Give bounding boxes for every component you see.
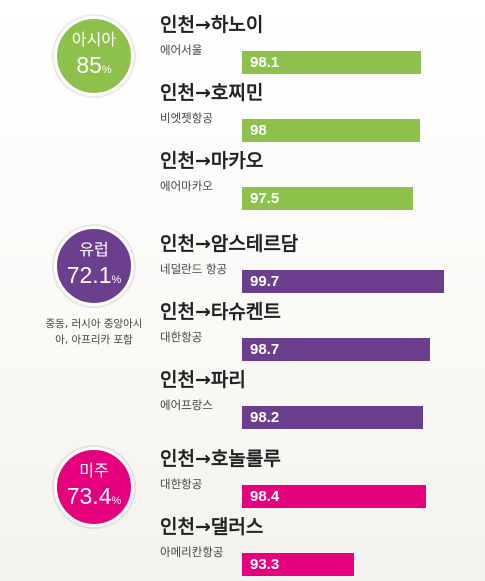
airline-name: 네덜란드 항공 [160,262,228,276]
value-label: 98.1 [250,54,280,71]
region-percent-unit: % [111,495,122,507]
route-name: 인천→암스테르담 [160,233,299,255]
region-name: 아시아 [71,30,117,49]
route-name: 인천→호놀룰루 [160,448,281,470]
value-label: 98.4 [250,488,280,505]
airline-name: 아메리칸항공 [160,545,224,559]
region-badge-asia: 아시아 85% [54,16,134,96]
region-percent-value: 72.1 [66,262,112,288]
value-label: 97.5 [250,190,280,207]
route-name: 인천→파리 [160,369,246,391]
region-percent-value: 85 [76,52,102,78]
region-name: 유럽 [79,240,109,259]
value-label: 93.3 [250,556,280,573]
route-name: 인천→하노이 [160,14,264,36]
value-bar [242,119,420,142]
airline-name: 대한항공 [160,477,203,491]
region-badge-americas: 미주 73.4% [54,447,134,527]
route-name: 인천→마카오 [160,150,264,172]
value-label: 98.7 [250,341,280,358]
value-bar [242,187,413,210]
region-percent: 72.1% [57,262,131,293]
airline-name: 에어서울 [160,43,203,57]
route-name: 인천→댈러스 [160,516,264,538]
region-percent: 85% [57,52,131,83]
region-name: 미주 [79,461,109,480]
value-label: 99.7 [250,273,280,290]
region-percent-unit: % [101,64,112,76]
airline-name: 대한항공 [160,330,203,344]
value-label: 98.2 [250,409,280,426]
value-bar [242,406,423,429]
value-bar [242,51,422,74]
airline-name: 에어마카오 [160,179,213,193]
airline-name: 비엣젯항공 [160,111,213,125]
value-bar [242,338,430,361]
region-note: 중동, 러시아 중앙아시아, 아프리카 포함 [45,318,143,346]
value-label: 98 [250,122,267,139]
region-badge-europe: 유럽 72.1% [54,226,134,306]
region-percent-value: 73.4 [66,483,112,509]
route-name: 인천→타슈켄트 [160,301,281,323]
route-name: 인천→호찌민 [160,82,264,104]
value-bar [242,485,426,508]
value-bar [242,553,355,576]
region-percent-unit: % [111,274,122,286]
airline-name: 에어프랑스 [160,398,213,412]
value-bar [242,270,444,293]
region-percent: 73.4% [57,483,131,514]
